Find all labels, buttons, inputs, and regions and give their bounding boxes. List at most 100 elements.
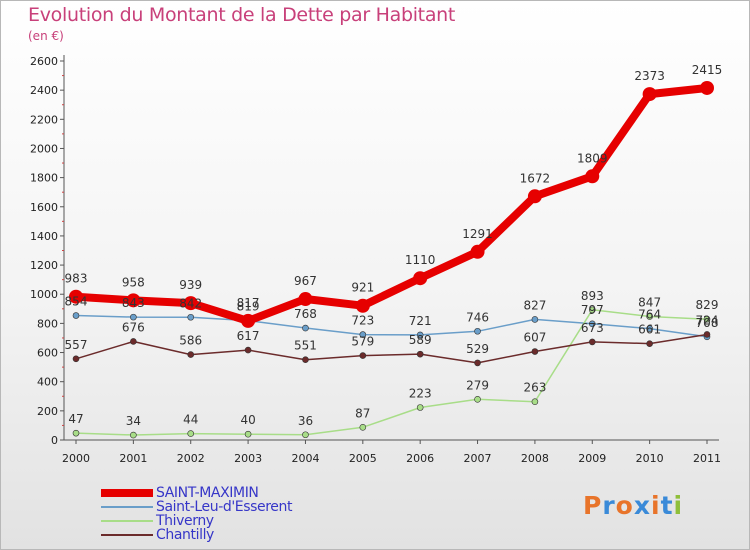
chart-title: Evolution du Montant de la Dette par Hab… <box>28 4 456 26</box>
legend-item: Saint-Leu-d'Esserent <box>101 500 292 514</box>
data-label: 2373 <box>634 69 665 83</box>
data-label: 263 <box>523 381 546 395</box>
data-point <box>302 356 309 363</box>
x-tick-label: 2010 <box>636 452 664 465</box>
data-point <box>531 316 539 323</box>
data-label: 797 <box>581 303 604 317</box>
data-label: 847 <box>638 296 661 310</box>
legend-item: Chantilly <box>101 528 292 542</box>
data-label: 36 <box>298 414 313 428</box>
x-tick-label: 2006 <box>406 452 434 465</box>
data-point <box>588 338 596 346</box>
data-point <box>302 324 309 332</box>
data-point <box>470 244 485 259</box>
data-label: 34 <box>126 414 141 428</box>
data-label: 44 <box>183 413 198 427</box>
data-label: 819 <box>237 300 260 314</box>
data-point <box>646 340 653 347</box>
legend-swatch <box>101 534 153 536</box>
data-point <box>355 298 370 313</box>
data-point <box>244 346 252 354</box>
data-label: 279 <box>466 378 489 392</box>
x-tick-label: 2003 <box>234 452 262 465</box>
data-label: 529 <box>466 342 489 356</box>
data-point <box>703 315 711 323</box>
proxiti-logo: Proxiti <box>583 491 683 520</box>
x-tick-label: 2001 <box>119 452 147 465</box>
series-line <box>75 314 708 338</box>
logo-letter: r <box>602 491 616 520</box>
data-label: 1110 <box>405 253 436 267</box>
legend-item: SAINT-MAXIMIN <box>101 486 292 500</box>
chart-legend: SAINT-MAXIMIN Saint-Leu-d'Esserent Thivern… <box>101 486 292 542</box>
y-tick-label: 0 <box>51 434 58 447</box>
data-label: 723 <box>351 314 374 328</box>
data-point <box>359 352 367 359</box>
data-label: 817 <box>237 296 260 310</box>
data-point <box>474 359 481 367</box>
data-label: 673 <box>581 321 604 335</box>
data-point <box>531 348 539 355</box>
series-line <box>72 84 711 325</box>
data-point <box>187 430 195 437</box>
y-tick-label: 2200 <box>30 113 58 126</box>
x-tick-label: 2009 <box>578 452 606 465</box>
y-tick-label: 600 <box>37 347 58 360</box>
data-label: 589 <box>409 333 432 347</box>
data-point <box>359 331 367 338</box>
logo-letter: P <box>583 491 603 520</box>
data-point <box>474 327 481 335</box>
logo-letter: t <box>660 491 674 520</box>
data-point <box>298 292 313 307</box>
y-tick-label: 200 <box>37 405 58 418</box>
data-point <box>72 429 80 437</box>
legend-label: Thiverny <box>156 513 214 529</box>
data-label: 939 <box>179 278 202 292</box>
data-point <box>527 189 542 204</box>
data-label: 551 <box>294 339 317 353</box>
series-line <box>75 309 708 436</box>
data-label: 1291 <box>462 227 493 241</box>
series-line <box>75 333 708 364</box>
data-label: 676 <box>122 320 145 334</box>
x-tick-label: 2000 <box>62 452 90 465</box>
data-point <box>241 313 256 328</box>
data-label: 746 <box>466 310 489 324</box>
legend-swatch <box>101 489 153 497</box>
y-tick-label: 2600 <box>30 55 58 68</box>
y-tick-label: 400 <box>37 376 58 389</box>
y-tick-label: 2000 <box>30 142 58 155</box>
data-point <box>700 80 714 95</box>
legend-label: Saint-Leu-d'Esserent <box>156 499 293 515</box>
legend-label: Chantilly <box>156 527 214 543</box>
data-label: 708 <box>696 316 719 330</box>
data-label: 223 <box>409 386 432 400</box>
data-label: 586 <box>179 334 202 348</box>
data-point <box>416 350 424 358</box>
y-tick-label: 1200 <box>30 259 58 272</box>
data-point <box>359 424 367 431</box>
data-label: 724 <box>696 313 719 327</box>
data-point <box>413 271 428 286</box>
data-label: 1809 <box>577 151 608 165</box>
logo-letter: i <box>673 491 684 520</box>
data-label: 2415 <box>692 63 723 77</box>
logo-letter: i <box>651 491 661 520</box>
data-point <box>130 313 137 321</box>
legend-item: Thiverny <box>101 514 292 528</box>
data-point <box>72 355 80 363</box>
y-tick-label: 1600 <box>30 201 58 214</box>
data-point <box>474 396 481 403</box>
data-point <box>126 293 141 308</box>
data-label: 827 <box>523 298 546 312</box>
data-label: 842 <box>179 296 202 310</box>
data-label: 983 <box>65 272 88 286</box>
data-point <box>69 289 83 304</box>
data-label: 661 <box>638 323 661 337</box>
data-point <box>72 312 80 319</box>
data-label: 764 <box>638 308 661 322</box>
data-label: 921 <box>351 281 374 295</box>
data-point <box>642 87 657 102</box>
